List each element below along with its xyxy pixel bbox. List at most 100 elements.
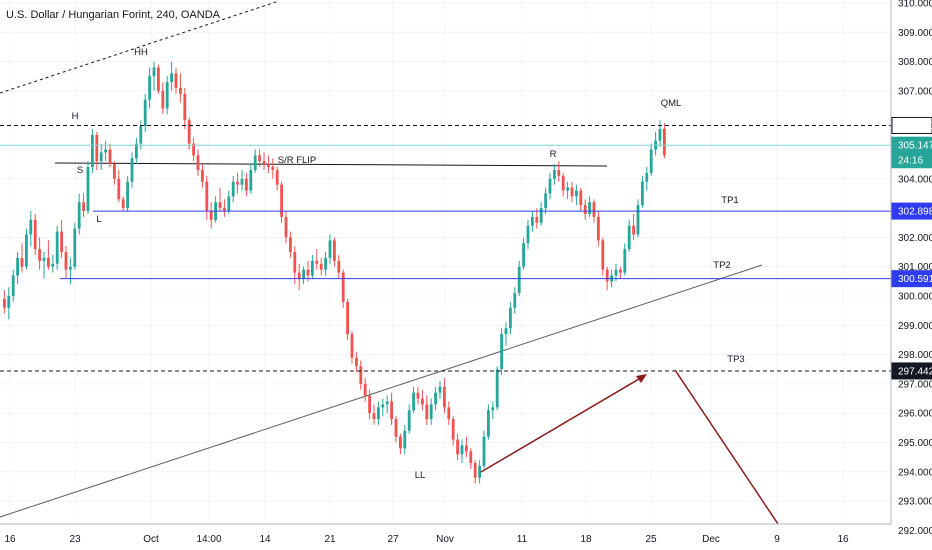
price-tick-label: 297.000	[898, 379, 932, 390]
candle-down	[82, 202, 85, 212]
candle-up	[539, 208, 543, 223]
candle-down	[38, 249, 41, 261]
candle-down	[47, 257, 50, 267]
candle-down	[223, 208, 226, 212]
price-tick-label: 293.000	[898, 497, 932, 508]
candle-up	[649, 149, 653, 173]
candle-down	[179, 87, 182, 94]
candle-up	[460, 445, 464, 455]
candle-up	[135, 143, 138, 159]
price-tag-label: 300.591	[898, 274, 932, 285]
time-tick-label: 11	[517, 534, 528, 545]
time-tick-label: 14:00	[196, 534, 221, 545]
candle-up	[51, 263, 55, 267]
candle-down	[579, 190, 583, 206]
candle-up	[73, 228, 77, 267]
time-tick-label: 23	[69, 534, 81, 545]
candle-down	[205, 181, 209, 212]
candle-up	[42, 257, 46, 261]
candle-up	[544, 193, 547, 209]
horizontal-levels	[0, 124, 891, 372]
candle-down	[258, 155, 261, 162]
price-tag-bg	[891, 270, 932, 288]
candle-up	[11, 275, 15, 296]
time-tick-label: 16	[4, 534, 16, 545]
candle-down	[355, 357, 358, 367]
candle-up	[623, 249, 627, 273]
candle-down	[363, 383, 367, 396]
candle-down	[663, 128, 666, 156]
price-tick-label: 308.000	[898, 57, 932, 68]
candle-up	[407, 410, 411, 431]
candle-up	[130, 158, 134, 182]
price-axis-panel[interactable]	[891, 0, 932, 524]
price-tag-bg	[891, 362, 932, 380]
tp2-label: TP2	[713, 260, 730, 271]
price-tick-label: 309.000	[898, 28, 932, 39]
candle-down	[473, 463, 477, 478]
time-axis-panel[interactable]	[0, 524, 891, 550]
candle-down	[262, 161, 266, 165]
candle-up	[91, 134, 94, 168]
candle-up	[403, 430, 407, 449]
candle-down	[267, 164, 270, 168]
candle-up	[482, 436, 486, 466]
up-arrow-head	[636, 374, 647, 383]
s-label: S	[77, 165, 83, 176]
candle-down	[95, 134, 99, 162]
price-tag-label: 302.898	[898, 207, 932, 218]
candle-up	[152, 67, 156, 77]
candle-up	[487, 410, 490, 437]
price-tick-label: 296.000	[898, 409, 932, 420]
candle-down	[192, 143, 195, 156]
candle-up	[548, 178, 552, 194]
tp3-label: TP3	[727, 354, 744, 365]
candle-up	[641, 181, 644, 206]
qml-label: QML	[661, 98, 682, 109]
candle-down	[20, 257, 24, 267]
price-tick-label: 307.000	[898, 86, 932, 97]
candle-down	[319, 263, 323, 270]
time-tick-label: Dec	[702, 534, 720, 545]
candle-down	[187, 120, 191, 144]
candle-up	[575, 190, 578, 197]
h-label: H	[72, 111, 79, 122]
candle-down	[280, 184, 283, 217]
candle-up	[429, 404, 433, 420]
time-tick-label: Nov	[436, 534, 454, 545]
gridlines	[0, 0, 901, 531]
candle-up	[438, 386, 442, 393]
price-tick-label: 292.000	[898, 526, 932, 537]
candle-down	[236, 181, 239, 185]
candle-up	[636, 205, 640, 235]
candle-down	[605, 269, 609, 282]
price-tag-label: 297.442	[898, 366, 932, 377]
candle-up	[165, 82, 169, 109]
candle-up	[148, 76, 151, 100]
candle-down	[201, 170, 204, 182]
candle-up	[526, 225, 530, 244]
candle-down	[3, 298, 6, 308]
price-tags: 305.820 305.147 24:16 302.898 300.591 297.442	[891, 116, 932, 380]
price-tick-label: 304.000	[898, 174, 932, 185]
price-tick-label: 299.000	[898, 321, 932, 332]
time-tick-label: 9	[774, 534, 780, 545]
candle-down	[33, 219, 37, 250]
candle-down	[465, 445, 468, 452]
candle-up	[139, 126, 143, 144]
price-tick-label: 301.000	[898, 262, 932, 273]
candle-down	[297, 272, 301, 279]
price-tag-label: 24:16	[898, 155, 923, 166]
price-tag-bg	[891, 202, 932, 220]
candle-up	[522, 243, 525, 267]
candle-down	[561, 175, 565, 191]
candle-down	[293, 252, 297, 273]
candle-down	[346, 301, 349, 335]
candle-down	[597, 216, 600, 241]
rising-trendline	[0, 264, 763, 518]
candle-up	[531, 216, 534, 226]
candle-down	[350, 334, 354, 358]
candle-up	[170, 73, 173, 83]
candle-down	[315, 260, 319, 264]
